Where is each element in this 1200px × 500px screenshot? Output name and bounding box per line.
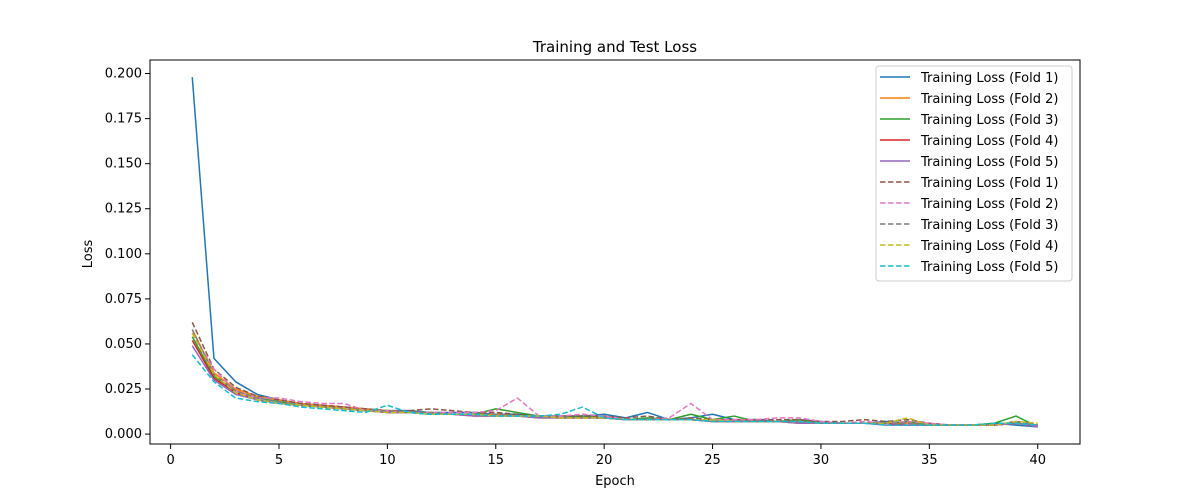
y-tick-label: 0.050: [105, 337, 142, 352]
legend-label-5: Training Loss (Fold 5): [920, 155, 1058, 170]
legend-label-6: Training Loss (Fold 1): [920, 176, 1058, 191]
legend-label-1: Training Loss (Fold 1): [920, 71, 1058, 86]
y-axis: 0.000 0.025 0.050 0.075 0.100 0.125 0.150 0.175…: [105, 67, 150, 442]
y-axis-label: Loss: [81, 240, 96, 269]
axes-frame: [149, 59, 1081, 445]
series-line-7: [191, 332, 1038, 426]
plot-area: 0 5 10 15 20 25 30 35 40 0.000 0.025 0.050 0.075 0.1…: [105, 59, 1081, 468]
legend-label-10: Training Loss (Fold 5): [920, 260, 1058, 275]
series-lines: [191, 77, 1039, 428]
legend-box: [875, 65, 1073, 282]
x-tick-label: 20: [596, 453, 613, 468]
y-tick-label: 0.200: [105, 67, 142, 82]
x-tick-label: 15: [487, 453, 504, 468]
series-line-10: [191, 354, 1038, 426]
y-tick-label: 0.025: [105, 382, 142, 397]
legend-label-4: Training Loss (Fold 4): [920, 134, 1058, 149]
legend-label-3: Training Loss (Fold 3): [920, 113, 1058, 128]
x-axis: 0 5 10 15 20 25 30 35 40: [166, 444, 1046, 468]
x-tick-label: 40: [1029, 453, 1046, 468]
x-tick-label: 30: [813, 453, 830, 468]
legend: Training Loss (Fold 1) Training Loss (Fol…: [875, 65, 1073, 282]
x-tick-label: 35: [921, 453, 938, 468]
y-tick-label: 0.150: [105, 157, 142, 172]
legend-label-9: Training Loss (Fold 4): [920, 239, 1058, 254]
y-tick-label: 0.100: [105, 247, 142, 262]
x-tick-label: 0: [166, 453, 174, 468]
x-tick-label: 25: [704, 453, 721, 468]
legend-items: Training Loss (Fold 1) Training Loss (Fol…: [880, 71, 1058, 275]
x-axis-label: Epoch: [595, 474, 635, 489]
y-tick-label: 0.075: [105, 292, 142, 307]
y-tick-label: 0.000: [105, 427, 142, 442]
legend-label-8: Training Loss (Fold 3): [920, 218, 1058, 233]
x-tick-label: 5: [275, 453, 283, 468]
legend-label-2: Training Loss (Fold 2): [920, 92, 1058, 107]
chart-title: Training and Test Loss: [532, 38, 697, 56]
y-tick-label: 0.175: [105, 112, 142, 127]
legend-label-7: Training Loss (Fold 2): [920, 197, 1058, 212]
x-tick-label: 10: [379, 453, 396, 468]
y-tick-label: 0.125: [105, 202, 142, 217]
